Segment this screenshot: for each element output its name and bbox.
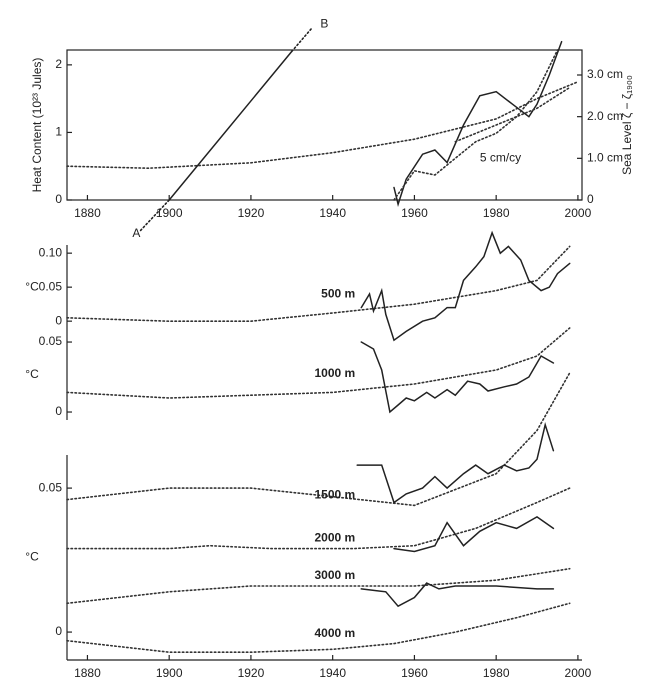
y-tick-label: 1 bbox=[55, 125, 62, 139]
dotted-line bbox=[66, 372, 571, 507]
series-label: 4000 m bbox=[314, 626, 355, 640]
plot-frame bbox=[66, 49, 583, 201]
series-label: 1000 m bbox=[314, 366, 355, 380]
y-axis-label: °C bbox=[25, 550, 39, 564]
y2-tick-label: 2.0 cm bbox=[587, 109, 623, 123]
dotted-line bbox=[66, 567, 571, 605]
solid-line bbox=[360, 230, 571, 342]
y-tick-label: 0.10 bbox=[39, 245, 63, 259]
x-tick-label: 1980 bbox=[483, 666, 510, 680]
y2-tick-label: 1.0 cm bbox=[587, 151, 623, 165]
y2-axis-label: Sea Level ζ − ζ₁₉₀₀ bbox=[620, 75, 634, 175]
series-label: 1500 m bbox=[314, 488, 355, 502]
dotted-line bbox=[66, 327, 571, 399]
dotted-line bbox=[66, 81, 579, 170]
annotation: 5 cm/cy bbox=[480, 150, 521, 164]
dotted-line bbox=[291, 26, 313, 53]
y-tick-label: 0.05 bbox=[39, 480, 63, 494]
x-tick-label: 1920 bbox=[238, 206, 265, 220]
x-tick-label: 1880 bbox=[74, 206, 101, 220]
solid-line bbox=[393, 516, 555, 553]
y-tick-label: 0 bbox=[55, 313, 62, 327]
y-axis-label: °C bbox=[25, 367, 39, 381]
dotted-line bbox=[66, 602, 571, 653]
series-label: 500 m bbox=[321, 286, 355, 300]
x-tick-label: 1960 bbox=[401, 206, 428, 220]
y-axis-label: °C bbox=[25, 280, 39, 294]
x-tick-label: 1960 bbox=[401, 666, 428, 680]
x-tick-label: 2000 bbox=[565, 206, 592, 220]
y-tick-label: 2 bbox=[55, 57, 62, 71]
x-tick-label: 1940 bbox=[319, 206, 346, 220]
series-label: 3000 m bbox=[314, 568, 355, 582]
x-tick-label: 1900 bbox=[156, 206, 183, 220]
x-tick-label: 1940 bbox=[319, 666, 346, 680]
solid-line bbox=[360, 341, 555, 414]
dotted-line bbox=[66, 487, 571, 550]
y2-tick-label: 0 bbox=[587, 192, 594, 206]
series-label: 2000 m bbox=[314, 531, 355, 545]
dotted-line bbox=[454, 86, 571, 143]
dotted-line bbox=[393, 49, 559, 201]
y-tick-label: 0 bbox=[55, 624, 62, 638]
annotation: A bbox=[132, 226, 140, 240]
solid-line bbox=[360, 582, 555, 608]
x-tick-label: 1880 bbox=[74, 666, 101, 680]
y-tick-label: 0.05 bbox=[39, 279, 63, 293]
solid-line bbox=[356, 421, 555, 504]
y-tick-label: 0 bbox=[55, 404, 62, 418]
y-tick-label: 0 bbox=[55, 192, 62, 206]
annotation: B bbox=[320, 16, 328, 30]
x-tick-label: 1900 bbox=[156, 666, 183, 680]
y-axis-label: Heat Content (10²³ Jules) bbox=[30, 58, 44, 193]
y2-tick-label: 3.0 cm bbox=[587, 67, 623, 81]
dotted-line bbox=[139, 199, 170, 232]
solid-line bbox=[168, 50, 293, 201]
x-tick-label: 1920 bbox=[238, 666, 265, 680]
dotted-line bbox=[66, 245, 571, 322]
x-tick-label: 2000 bbox=[565, 666, 592, 680]
solid-line bbox=[393, 40, 563, 207]
y-tick-label: 0.05 bbox=[39, 334, 63, 348]
x-tick-label: 1980 bbox=[483, 206, 510, 220]
